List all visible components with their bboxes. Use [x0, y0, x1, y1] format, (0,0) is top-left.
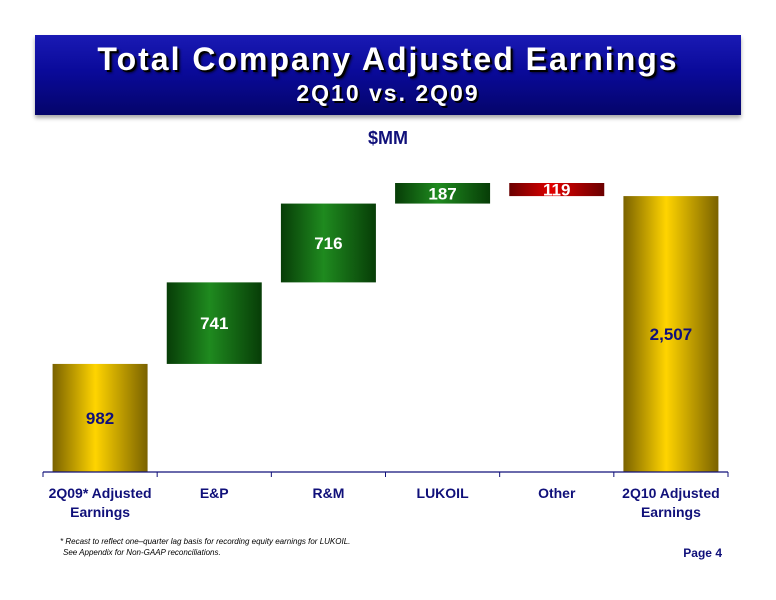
data-label-3: 716 [314, 234, 342, 253]
category-label-5: Other [538, 485, 576, 501]
labels-group: 982 2Q09* Adjusted Earnings 741 E&P 716 R&M 187… [49, 181, 720, 520]
x-axis [42, 471, 729, 477]
data-label-5: 119 [543, 181, 570, 200]
bar-3 [280, 203, 376, 283]
data-label-4: 187 [428, 184, 456, 203]
category-label-6-line-1: 2Q10 Adjusted [622, 485, 720, 501]
chart-title: Total Company Adjusted Earnings [97, 41, 679, 77]
data-label-6: 2,507 [650, 325, 693, 344]
unit-label: $MM [368, 128, 408, 148]
chart-subtitle: 2Q10 vs. 2Q09 [296, 80, 480, 106]
title-banner: Total Company Adjusted Earnings 2Q10 vs.… [35, 35, 741, 115]
category-label-4: LUKOIL [417, 485, 470, 501]
footnote-line-1: * Recast to reflect one–quarter lag basi… [60, 537, 351, 546]
footnote: * Recast to reflect one–quarter lag basi… [60, 536, 350, 558]
footnote-line-2: See Appendix for Non-GAAP reconciliation… [63, 548, 221, 557]
category-label-6-line-2: Earnings [641, 504, 701, 520]
data-label-1: 982 [86, 409, 114, 428]
data-label-2: 741 [200, 314, 228, 333]
category-label-1-line-2: Earnings [70, 504, 130, 520]
bar-6 [623, 196, 719, 472]
category-label-1-line-1: 2Q09* Adjusted [49, 485, 152, 501]
bars-group [52, 183, 719, 472]
page-number: Page 4 [683, 546, 722, 560]
bar-2 [166, 282, 262, 364]
bar-4 [395, 183, 491, 204]
bar-5 [509, 183, 605, 197]
category-label-3: R&M [312, 485, 344, 501]
category-label-2: E&P [200, 485, 229, 501]
bar-1 [52, 363, 148, 472]
